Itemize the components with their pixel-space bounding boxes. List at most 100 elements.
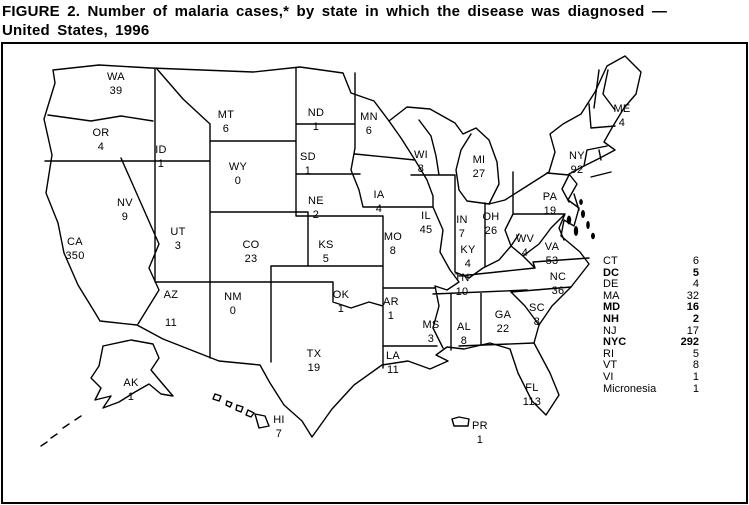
state-label-CO: CO 23: [219, 239, 283, 266]
state-label-AL: AL 8: [432, 321, 496, 348]
state-label-TX: TX 19: [282, 348, 346, 375]
legend-area-label: CT: [603, 255, 618, 267]
state-label-MO: MO 8: [361, 231, 425, 258]
state-abbr: KS: [318, 239, 334, 251]
state-label-IL: IL 45: [394, 210, 458, 237]
state-abbr: MS: [422, 319, 440, 331]
state-label-NE: NE 2: [284, 195, 348, 222]
legend-row-RI: RI 5: [603, 348, 699, 361]
legend-row-Micronesia: Micronesia 1: [603, 382, 699, 396]
state-abbr: WV: [515, 233, 535, 245]
state-case-count: 2: [312, 208, 320, 221]
state-case-count: 1: [337, 302, 345, 315]
state-abbr: MO: [383, 231, 403, 243]
state-case-count: 7: [458, 227, 466, 240]
state-label-NY: NY 92: [545, 150, 609, 177]
state-label-LA: LA 11: [361, 350, 425, 377]
state-label-TN: TN 10: [430, 272, 494, 299]
state-case-count: 7: [275, 427, 283, 440]
legend-row-MD: MD 16: [603, 302, 699, 314]
state-case-count: 4: [97, 140, 105, 153]
state-abbr: MN: [360, 111, 378, 123]
legend-area-label: MD: [603, 301, 621, 314]
state-label-GA: GA 22: [471, 309, 535, 336]
state-case-count: 10: [455, 285, 469, 298]
state-label-WV: WV 4: [493, 233, 557, 260]
state-abbr: SD: [300, 151, 316, 163]
legend-row-NYC: NYC 292: [603, 337, 699, 349]
state-case-count: 19: [543, 204, 557, 217]
state-label-ND: ND 1: [284, 107, 348, 134]
legend-row-NH: NH 2: [603, 313, 699, 326]
state-label-NC: NC 36: [526, 271, 590, 298]
state-case-count: 22: [496, 322, 510, 335]
state-abbr: ID: [155, 144, 167, 156]
state-abbr: OH: [482, 211, 500, 223]
legend-area-label: VI: [603, 370, 614, 383]
state-abbr: MT: [217, 109, 235, 121]
legend-area-label: DC: [603, 266, 619, 279]
legend-case-count: 1: [692, 382, 699, 395]
state-case-count: 6: [365, 124, 373, 137]
state-case-count: 350: [65, 249, 85, 262]
state-abbr: TN: [454, 272, 470, 284]
state-label-VA: VA 53: [520, 241, 584, 268]
state-abbr: PA: [542, 191, 558, 203]
state-label-MN: MN 6: [337, 111, 401, 138]
state-abbr: NE: [308, 195, 324, 207]
state-case-count: 92: [570, 163, 584, 176]
state-label-IN: IN 7: [430, 214, 494, 241]
state-case-count: 8: [533, 315, 541, 328]
legend-row-VI: VI 1: [603, 370, 699, 384]
state-abbr: HI: [273, 414, 285, 426]
state-abbr: OR: [92, 127, 110, 139]
state-case-count: 3: [174, 239, 182, 252]
state-case-count: 45: [419, 223, 433, 236]
legend-area-label: VT: [603, 359, 618, 372]
state-label-OH: OH 26: [459, 211, 523, 238]
state-label-UT: UT 3: [146, 226, 210, 253]
state-abbr: NV: [117, 197, 133, 209]
state-case-count: 1: [476, 433, 484, 446]
state-case-count: 1: [312, 120, 320, 133]
state-label-PR: PR 1: [448, 420, 512, 447]
state-abbr: IN: [456, 214, 468, 226]
state-abbr: PR: [472, 420, 488, 432]
state-abbr: LA: [385, 350, 401, 362]
figure-title: FIGURE 2. Number of malaria cases,* by s…: [2, 2, 748, 40]
state-abbr: CO: [242, 239, 260, 251]
legend-case-count: 4: [692, 278, 699, 291]
figure-title-line2: United States, 1996: [2, 22, 150, 39]
state-label-NM: NM 0: [201, 291, 265, 318]
map-frame: WA 39 OR 4 ID 1 MT 6 WY 0 NV 9 UT 3 CA 350 CO 23 AZ 11 NM 0 ND…: [1, 42, 748, 504]
state-label-SC: SC 8: [505, 302, 569, 329]
hawaii-shape: [212, 393, 270, 429]
state-case-count: 0: [234, 174, 242, 187]
state-case-count: 113: [522, 395, 542, 408]
state-case-count: 8: [389, 244, 397, 257]
state-label-NV: NV 9: [93, 197, 157, 224]
state-abbr: ME: [613, 103, 631, 115]
legend-case-count: 292: [680, 336, 699, 349]
state-label-SD: SD 1: [276, 151, 340, 178]
legend-row-DC: DC 5: [603, 266, 699, 280]
state-label-ID: ID 1: [129, 144, 193, 171]
state-case-count: 53: [545, 254, 559, 267]
state-case-count: 5: [322, 252, 330, 265]
state-case-count: 4: [375, 202, 383, 215]
state-case-count: 4: [618, 116, 626, 129]
state-abbr: OK: [332, 289, 350, 301]
state-label-OR: OR 4: [69, 127, 133, 154]
state-label-IA: IA 4: [347, 189, 411, 216]
state-case-count: 8: [417, 162, 425, 175]
legend-row-DE: DE 4: [603, 279, 699, 291]
state-abbr: MI: [472, 154, 486, 166]
state-case-count: 11: [386, 363, 400, 376]
state-abbr: IA: [373, 189, 385, 201]
state-abbr: AZ: [163, 289, 179, 301]
state-abbr: ND: [307, 107, 325, 119]
state-abbr: FL: [525, 382, 539, 394]
state-abbr: AK: [123, 377, 139, 389]
state-abbr: TX: [306, 348, 322, 360]
